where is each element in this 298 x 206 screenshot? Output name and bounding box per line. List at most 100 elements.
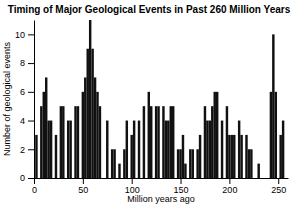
bar — [248, 149, 250, 178]
tick-label: 200 — [222, 185, 237, 195]
tick: 150 — [174, 178, 189, 195]
bar — [55, 135, 57, 178]
bar — [130, 135, 132, 178]
bar — [177, 149, 179, 178]
bar — [272, 34, 274, 178]
bar — [69, 121, 71, 178]
bar — [162, 106, 164, 178]
tick-mark — [83, 178, 84, 184]
bar — [74, 106, 76, 178]
bar — [233, 135, 235, 178]
bar — [199, 135, 201, 178]
bar — [250, 149, 252, 178]
tick: 50 — [78, 178, 88, 195]
bar — [270, 92, 272, 178]
bar — [214, 92, 216, 178]
tick-mark — [28, 34, 34, 35]
axis-line — [35, 178, 289, 179]
tick-mark — [28, 178, 34, 179]
bar — [170, 106, 172, 178]
bar — [182, 135, 184, 178]
bar — [257, 164, 259, 178]
tick: 2 — [20, 145, 34, 155]
tick: 8 — [20, 58, 34, 68]
bar — [150, 106, 152, 178]
y-axis: 0 2 4 6 8 10 — [15, 21, 35, 184]
bar — [221, 121, 223, 178]
bar — [118, 164, 120, 178]
bar — [47, 121, 49, 178]
bar — [184, 164, 186, 178]
x-axis-title: Million years ago — [127, 194, 195, 204]
bar — [167, 121, 169, 178]
bar — [275, 92, 277, 178]
bar — [111, 149, 113, 178]
bar — [35, 135, 37, 178]
bar — [204, 106, 206, 178]
bar — [282, 121, 284, 178]
chart: 0 50 100 150 200 250 0 2 4 6 8 10 Timing of Major Ge… — [0, 0, 298, 206]
bar — [43, 92, 45, 178]
bars — [35, 20, 284, 178]
bar — [82, 92, 84, 178]
tick: 250 — [271, 178, 286, 195]
tick: 4 — [20, 116, 34, 126]
tick: 6 — [20, 87, 34, 97]
tick-label: 50 — [78, 185, 88, 195]
bar — [216, 92, 218, 178]
tick-label: 0 — [32, 185, 37, 195]
bar — [192, 149, 194, 178]
bar — [89, 20, 91, 178]
tick-label: 0 — [20, 173, 25, 183]
tick-mark — [28, 149, 34, 150]
bar — [172, 106, 174, 178]
y-axis-title: Number of geological events — [2, 41, 12, 156]
bar — [99, 106, 101, 178]
bar — [157, 106, 159, 178]
bar — [87, 49, 89, 178]
bar — [126, 121, 128, 178]
bar — [50, 121, 52, 178]
tick: 0 — [32, 178, 37, 195]
bar — [189, 149, 191, 178]
bar — [94, 77, 96, 178]
bar — [165, 121, 167, 178]
title: Timing of Major Geological Events in Pas… — [8, 4, 291, 15]
bar — [123, 149, 125, 178]
tick: 100 — [125, 178, 140, 195]
tick-label: 10 — [15, 30, 25, 40]
bar — [138, 121, 140, 178]
bar — [226, 106, 228, 178]
bar — [155, 106, 157, 178]
bar — [77, 106, 79, 178]
tick: 0 — [20, 173, 34, 183]
bar — [148, 92, 150, 178]
bar — [96, 92, 98, 178]
bar — [133, 121, 135, 178]
bar — [231, 135, 233, 178]
bar — [179, 149, 181, 178]
bar — [211, 106, 213, 178]
bar — [67, 121, 69, 178]
bar — [62, 106, 64, 178]
tick: 10 — [15, 30, 34, 40]
bar — [106, 121, 108, 178]
bar — [60, 106, 62, 178]
bar — [113, 149, 115, 178]
tick-mark — [229, 178, 230, 184]
tick-label: 4 — [20, 116, 25, 126]
plot: 0 50 100 150 200 250 0 2 4 6 8 10 — [15, 20, 289, 195]
tick-mark — [181, 178, 182, 184]
bar — [40, 106, 42, 178]
tick-mark — [34, 178, 35, 184]
tick-label: 6 — [20, 87, 25, 97]
bar — [240, 135, 242, 178]
bar — [228, 135, 230, 178]
tick-label: 8 — [20, 58, 25, 68]
bar — [84, 77, 86, 178]
tick: 200 — [222, 178, 237, 195]
bar — [91, 49, 93, 178]
x-axis: 0 50 100 150 200 250 — [32, 178, 289, 195]
tick-label: 2 — [20, 145, 25, 155]
tick-mark — [28, 121, 34, 122]
